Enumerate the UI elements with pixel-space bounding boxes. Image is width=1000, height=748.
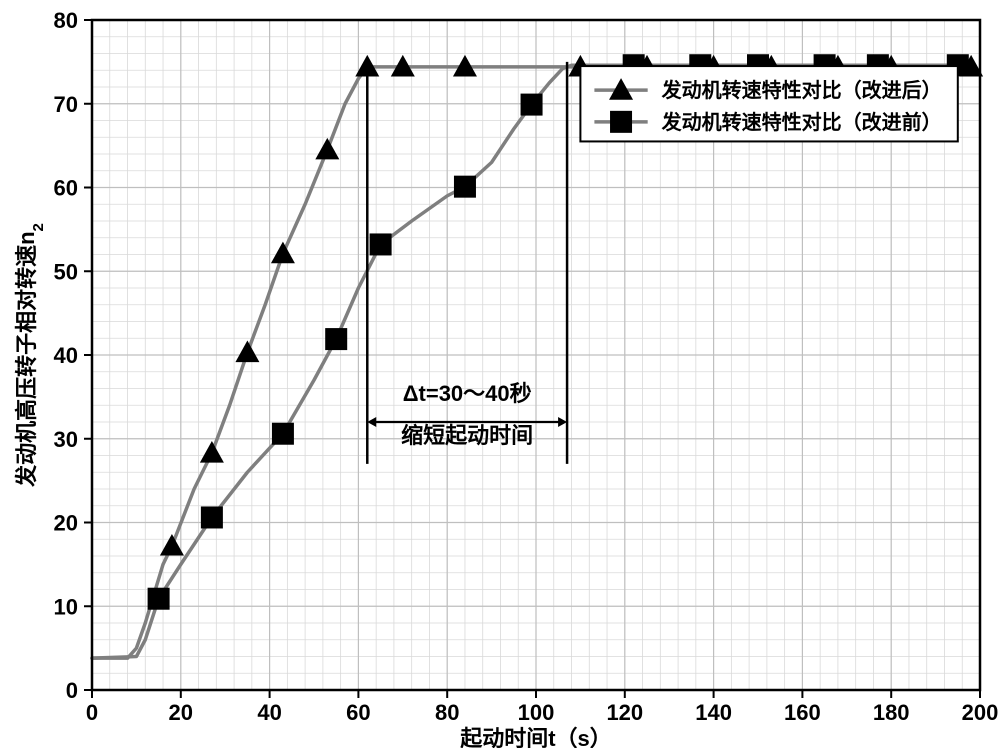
y-tick-label: 30 (54, 427, 78, 452)
x-tick-label: 40 (257, 700, 281, 725)
legend-label: 发动机转速特性对比（改进前） (661, 110, 942, 134)
legend: 发动机转速特性对比（改进后） 发动机转速特性对比（改进前） (580, 66, 957, 141)
y-tick-label: 20 (54, 511, 78, 536)
legend-label: 发动机转速特性对比（改进后） (661, 78, 942, 102)
x-tick-label: 160 (784, 700, 821, 725)
x-tick-label: 200 (962, 700, 999, 725)
x-tick-label: 100 (518, 700, 555, 725)
x-axis-label: 起动时间t（s） (459, 726, 612, 748)
x-tick-label: 20 (169, 700, 193, 725)
square-marker (148, 588, 170, 610)
y-tick-label: 0 (66, 678, 78, 703)
triangle-marker (315, 138, 339, 160)
square-marker (370, 233, 392, 255)
square-marker (521, 94, 543, 116)
x-tick-label: 180 (873, 700, 910, 725)
y-axis-label: 发动机高压转子相对转速n2 (14, 223, 47, 488)
x-tick-label: 80 (435, 700, 459, 725)
y-tick-label: 10 (54, 594, 78, 619)
x-tick-label: 140 (695, 700, 732, 725)
annotations: Δt=30～40秒缩短起动时间 (367, 62, 567, 464)
square-marker (454, 176, 476, 198)
triangle-marker (271, 242, 295, 264)
arrowhead-left (367, 417, 376, 427)
series-after-line (92, 67, 971, 658)
triangle-marker (200, 441, 224, 463)
square-marker (272, 423, 294, 445)
delta-text-2: 缩短起动时间 (401, 423, 533, 448)
y-tick-label: 70 (54, 92, 78, 117)
x-tick-label: 0 (86, 700, 98, 725)
delta-text-1: Δt=30～40秒 (403, 381, 532, 406)
legend-square-icon (610, 111, 632, 133)
arrowhead-right (558, 417, 567, 427)
engine-speed-chart: Δt=30～40秒缩短起动时间0204060801001201401601802… (0, 0, 1000, 748)
y-tick-label: 50 (54, 259, 78, 284)
x-tick-label: 120 (606, 700, 643, 725)
y-tick-label: 80 (54, 8, 78, 33)
y-tick-label: 60 (54, 176, 78, 201)
square-marker (325, 328, 347, 350)
x-tick-label: 60 (346, 700, 370, 725)
triangle-marker (235, 340, 259, 362)
y-tick-label: 40 (54, 343, 78, 368)
square-marker (201, 506, 223, 528)
